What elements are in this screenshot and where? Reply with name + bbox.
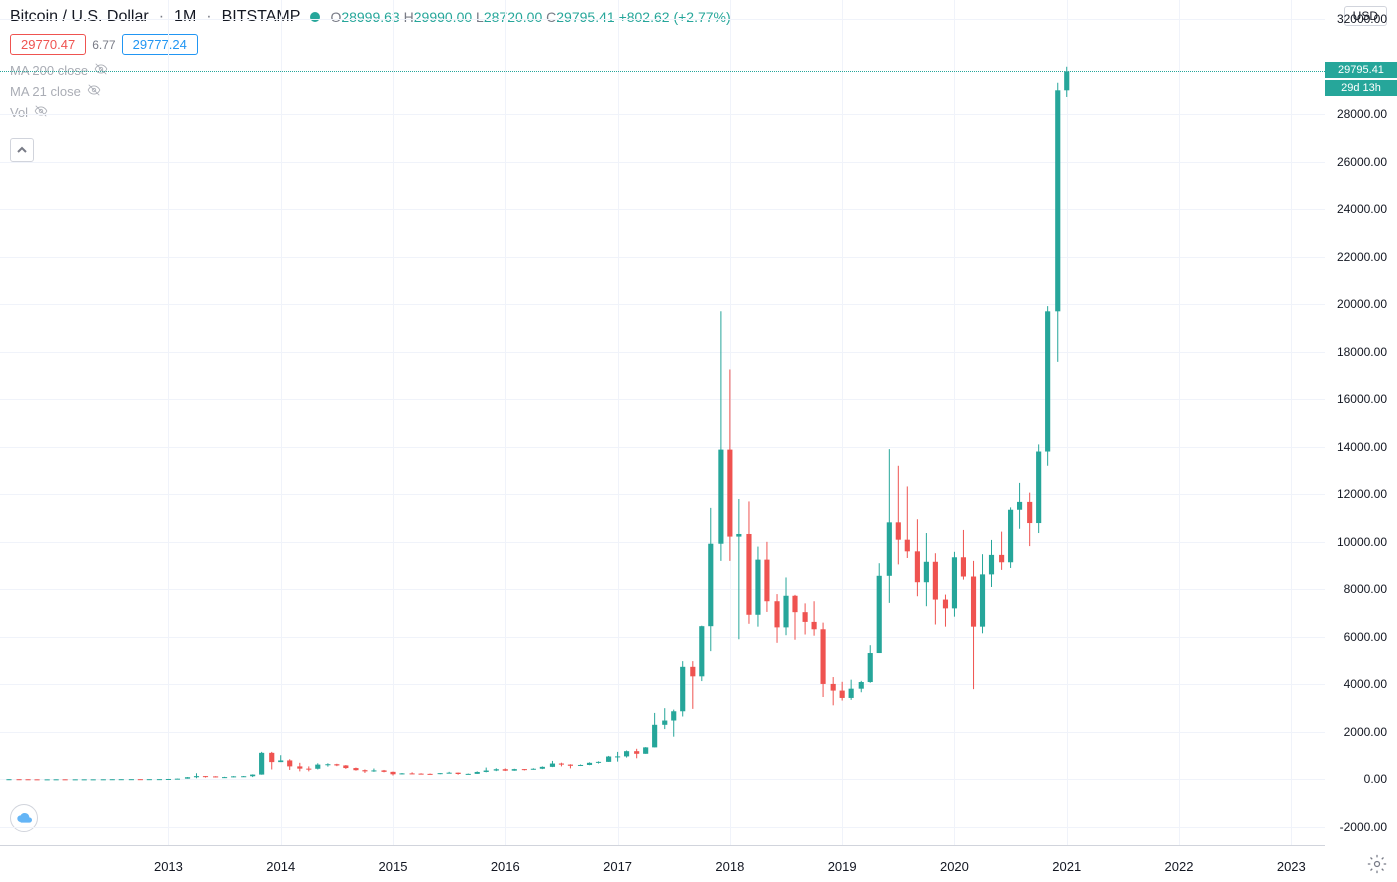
chart-area[interactable] bbox=[0, 0, 1325, 846]
y-tick-label: 18000.00 bbox=[1337, 345, 1387, 359]
current-price-line bbox=[0, 71, 1325, 72]
countdown-badge: 29d 13h bbox=[1325, 80, 1397, 96]
x-tick-label: 2017 bbox=[603, 859, 632, 874]
y-tick-label: 20000.00 bbox=[1337, 297, 1387, 311]
y-tick-label: 14000.00 bbox=[1337, 440, 1387, 454]
x-tick-label: 2015 bbox=[379, 859, 408, 874]
x-tick-label: 2023 bbox=[1277, 859, 1306, 874]
y-tick-label: 6000.00 bbox=[1344, 630, 1387, 644]
y-tick-label: 16000.00 bbox=[1337, 392, 1387, 406]
y-tick-label: 10000.00 bbox=[1337, 535, 1387, 549]
y-tick-label: 28000.00 bbox=[1337, 107, 1387, 121]
x-tick-label: 2016 bbox=[491, 859, 520, 874]
candlestick-svg bbox=[0, 0, 1325, 846]
x-tick-label: 2022 bbox=[1165, 859, 1194, 874]
y-tick-label: 12000.00 bbox=[1337, 487, 1387, 501]
y-axis[interactable]: -2000.00 0.00 2000.00 4000.00 6000.00 8000.00… bbox=[1325, 0, 1397, 846]
x-axis[interactable]: 2013 2014 2015 2016 2017 2018 2019 2020 2021 2022… bbox=[0, 846, 1325, 882]
y-tick-label: 32000.00 bbox=[1337, 12, 1387, 26]
x-tick-label: 2021 bbox=[1052, 859, 1081, 874]
x-tick-label: 2018 bbox=[715, 859, 744, 874]
current-price-badge: 29795.41 bbox=[1325, 62, 1397, 78]
y-tick-label: 0.00 bbox=[1364, 772, 1387, 786]
settings-button[interactable] bbox=[1367, 854, 1387, 874]
x-tick-label: 2013 bbox=[154, 859, 183, 874]
gear-icon bbox=[1367, 854, 1387, 874]
x-tick-label: 2014 bbox=[266, 859, 295, 874]
y-tick-label: 2000.00 bbox=[1344, 725, 1387, 739]
y-tick-label: -2000.00 bbox=[1340, 820, 1387, 834]
y-tick-label: 26000.00 bbox=[1337, 155, 1387, 169]
x-tick-label: 2019 bbox=[828, 859, 857, 874]
y-tick-label: 24000.00 bbox=[1337, 202, 1387, 216]
y-tick-label: 8000.00 bbox=[1344, 582, 1387, 596]
y-tick-label: 4000.00 bbox=[1344, 677, 1387, 691]
y-tick-label: 22000.00 bbox=[1337, 250, 1387, 264]
x-tick-label: 2020 bbox=[940, 859, 969, 874]
